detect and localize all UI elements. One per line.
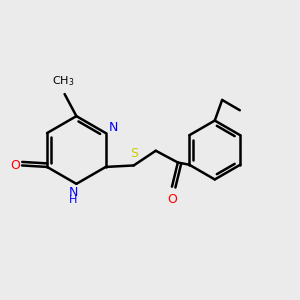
Text: N: N (69, 186, 78, 199)
Text: O: O (11, 159, 20, 172)
Text: N: N (108, 121, 118, 134)
Text: H: H (69, 195, 78, 205)
Text: O: O (167, 193, 177, 206)
Text: CH$_3$: CH$_3$ (52, 74, 74, 88)
Text: S: S (130, 147, 138, 160)
